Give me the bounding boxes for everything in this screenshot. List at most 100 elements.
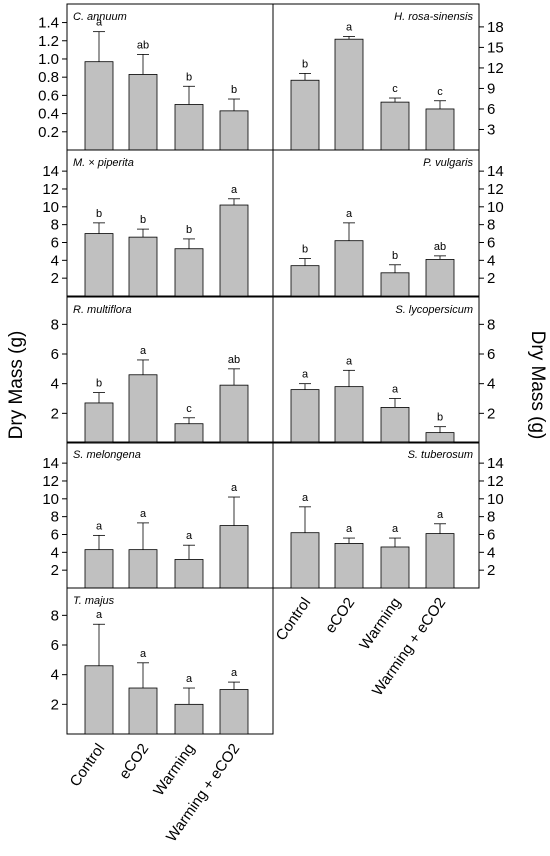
- significance-letter: a: [392, 384, 399, 396]
- y-tick-label: 14: [42, 455, 59, 472]
- x-tick-label: Warming: [150, 741, 198, 799]
- panel-r-multiflora: R. multiflora 2 4 6 8 b a c ab: [51, 296, 274, 444]
- significance-letter: a: [302, 492, 309, 504]
- significance-letter: a: [346, 21, 353, 33]
- significance-letter: a: [186, 673, 193, 685]
- y-tick-label: 0.4: [38, 106, 59, 123]
- bar-control: [84, 549, 114, 589]
- significance-letter: b: [302, 244, 308, 256]
- significance-letter: b: [186, 71, 192, 83]
- y-tick-label: 10: [487, 199, 504, 216]
- significance-letter: c: [392, 83, 398, 95]
- y-tick-label: 2: [487, 562, 495, 579]
- y-tick-label: 8: [51, 316, 59, 333]
- bar-control: [290, 79, 320, 151]
- y-tick-label: 4: [51, 252, 59, 269]
- panel-title: T. majus: [73, 595, 115, 607]
- bar-eco2: [334, 240, 364, 297]
- bar-eco2: [334, 543, 364, 589]
- panel-title: S. tuberosum: [408, 449, 473, 461]
- significance-letter: ab: [228, 354, 240, 366]
- y-tick-label: 2: [51, 405, 59, 422]
- significance-letter: b: [140, 214, 146, 226]
- significance-letter: a: [231, 482, 238, 494]
- panel-title: C. annuum: [73, 11, 127, 23]
- y-tick-label: 6: [51, 234, 59, 251]
- panel-h-rosa-sinensis: H. rosa-sinensis 3 6 9 12 15 18 b a c c: [272, 3, 504, 151]
- bar-eco2: [128, 687, 158, 735]
- bar-eco2: [128, 549, 158, 589]
- significance-letter: a: [140, 345, 147, 357]
- x-tick-label: Warming: [356, 595, 404, 653]
- panel-c-annuum: C. annuum 0.20.4 0.60.81.01.21.4 a ab b b: [38, 3, 274, 151]
- y-tick-label: 4: [51, 376, 59, 393]
- panel-title: H. rosa-sinensis: [394, 11, 473, 23]
- significance-letter: c: [186, 403, 192, 415]
- significance-letter: b: [231, 84, 237, 96]
- y-tick-label: 12: [42, 473, 59, 490]
- significance-letter: b: [186, 224, 192, 236]
- y-tick-label: 12: [42, 181, 59, 198]
- bar-warming: [174, 703, 204, 735]
- bar-warming-eco2: [219, 689, 249, 735]
- y-tick-label: 6: [487, 234, 495, 251]
- bar-warming: [380, 272, 410, 297]
- y-tick-label: 1.2: [38, 33, 59, 50]
- significance-letter: ab: [434, 241, 446, 253]
- x-tick-label: Control: [67, 741, 109, 790]
- significance-letter: a: [231, 184, 238, 196]
- significance-letter: a: [186, 530, 193, 542]
- y-tick-label: 8: [51, 607, 59, 624]
- significance-letter: a: [96, 17, 103, 29]
- y-tick-label: 2: [487, 270, 495, 287]
- y-tick-label: 1.0: [38, 51, 59, 68]
- panel-frame: [66, 587, 274, 735]
- bar-warming-eco2: [425, 432, 455, 444]
- significance-letter: a: [231, 667, 238, 679]
- significance-letter: ab: [137, 39, 149, 51]
- panel-frame: [272, 441, 480, 589]
- bar-warming-eco2: [425, 108, 455, 151]
- y-tick-label: 9: [487, 80, 495, 97]
- significance-letter: a: [140, 648, 147, 660]
- y-tick-label: 6: [51, 346, 59, 363]
- bar-warming: [174, 248, 204, 297]
- significance-letter: b: [96, 378, 102, 390]
- bar-eco2: [334, 38, 364, 151]
- bar-warming-eco2: [425, 533, 455, 589]
- bar-control: [290, 389, 320, 444]
- bar-warming: [174, 423, 204, 444]
- bar-eco2: [334, 386, 364, 444]
- y-tick-label: 2: [51, 562, 59, 579]
- y-tick-label: 12: [487, 60, 504, 77]
- significance-letter: a: [96, 609, 103, 621]
- y-tick-label: 10: [42, 491, 59, 508]
- bar-warming-eco2: [219, 110, 249, 151]
- y-tick-label: 2: [51, 696, 59, 713]
- y-tick-label: 14: [42, 163, 59, 180]
- significance-letter: a: [346, 355, 353, 367]
- panel-title: M. × piperita: [73, 157, 134, 169]
- y-tick-label: 6: [487, 346, 495, 363]
- significance-letter: a: [302, 369, 309, 381]
- y-tick-label: 14: [487, 455, 504, 472]
- panel-title: S. melongena: [73, 449, 141, 461]
- y-tick-label: 12: [487, 181, 504, 198]
- panel-t-majus: T. majus 2 4 6 8 a a a a: [51, 587, 274, 735]
- bar-control: [290, 265, 320, 297]
- y-tick-label: 10: [42, 199, 59, 216]
- panel-title: R. multiflora: [73, 304, 132, 316]
- bar-control: [290, 532, 320, 589]
- panel-frame: [272, 149, 480, 297]
- y-tick-label: 4: [487, 544, 495, 561]
- y-tick-label: 0.2: [38, 124, 59, 141]
- y-tick-label: 4: [51, 544, 59, 561]
- bar-warming: [380, 546, 410, 589]
- bar-warming: [174, 559, 204, 589]
